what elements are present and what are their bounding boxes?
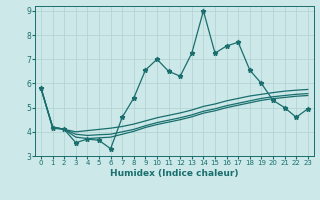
X-axis label: Humidex (Indice chaleur): Humidex (Indice chaleur) [110,169,239,178]
